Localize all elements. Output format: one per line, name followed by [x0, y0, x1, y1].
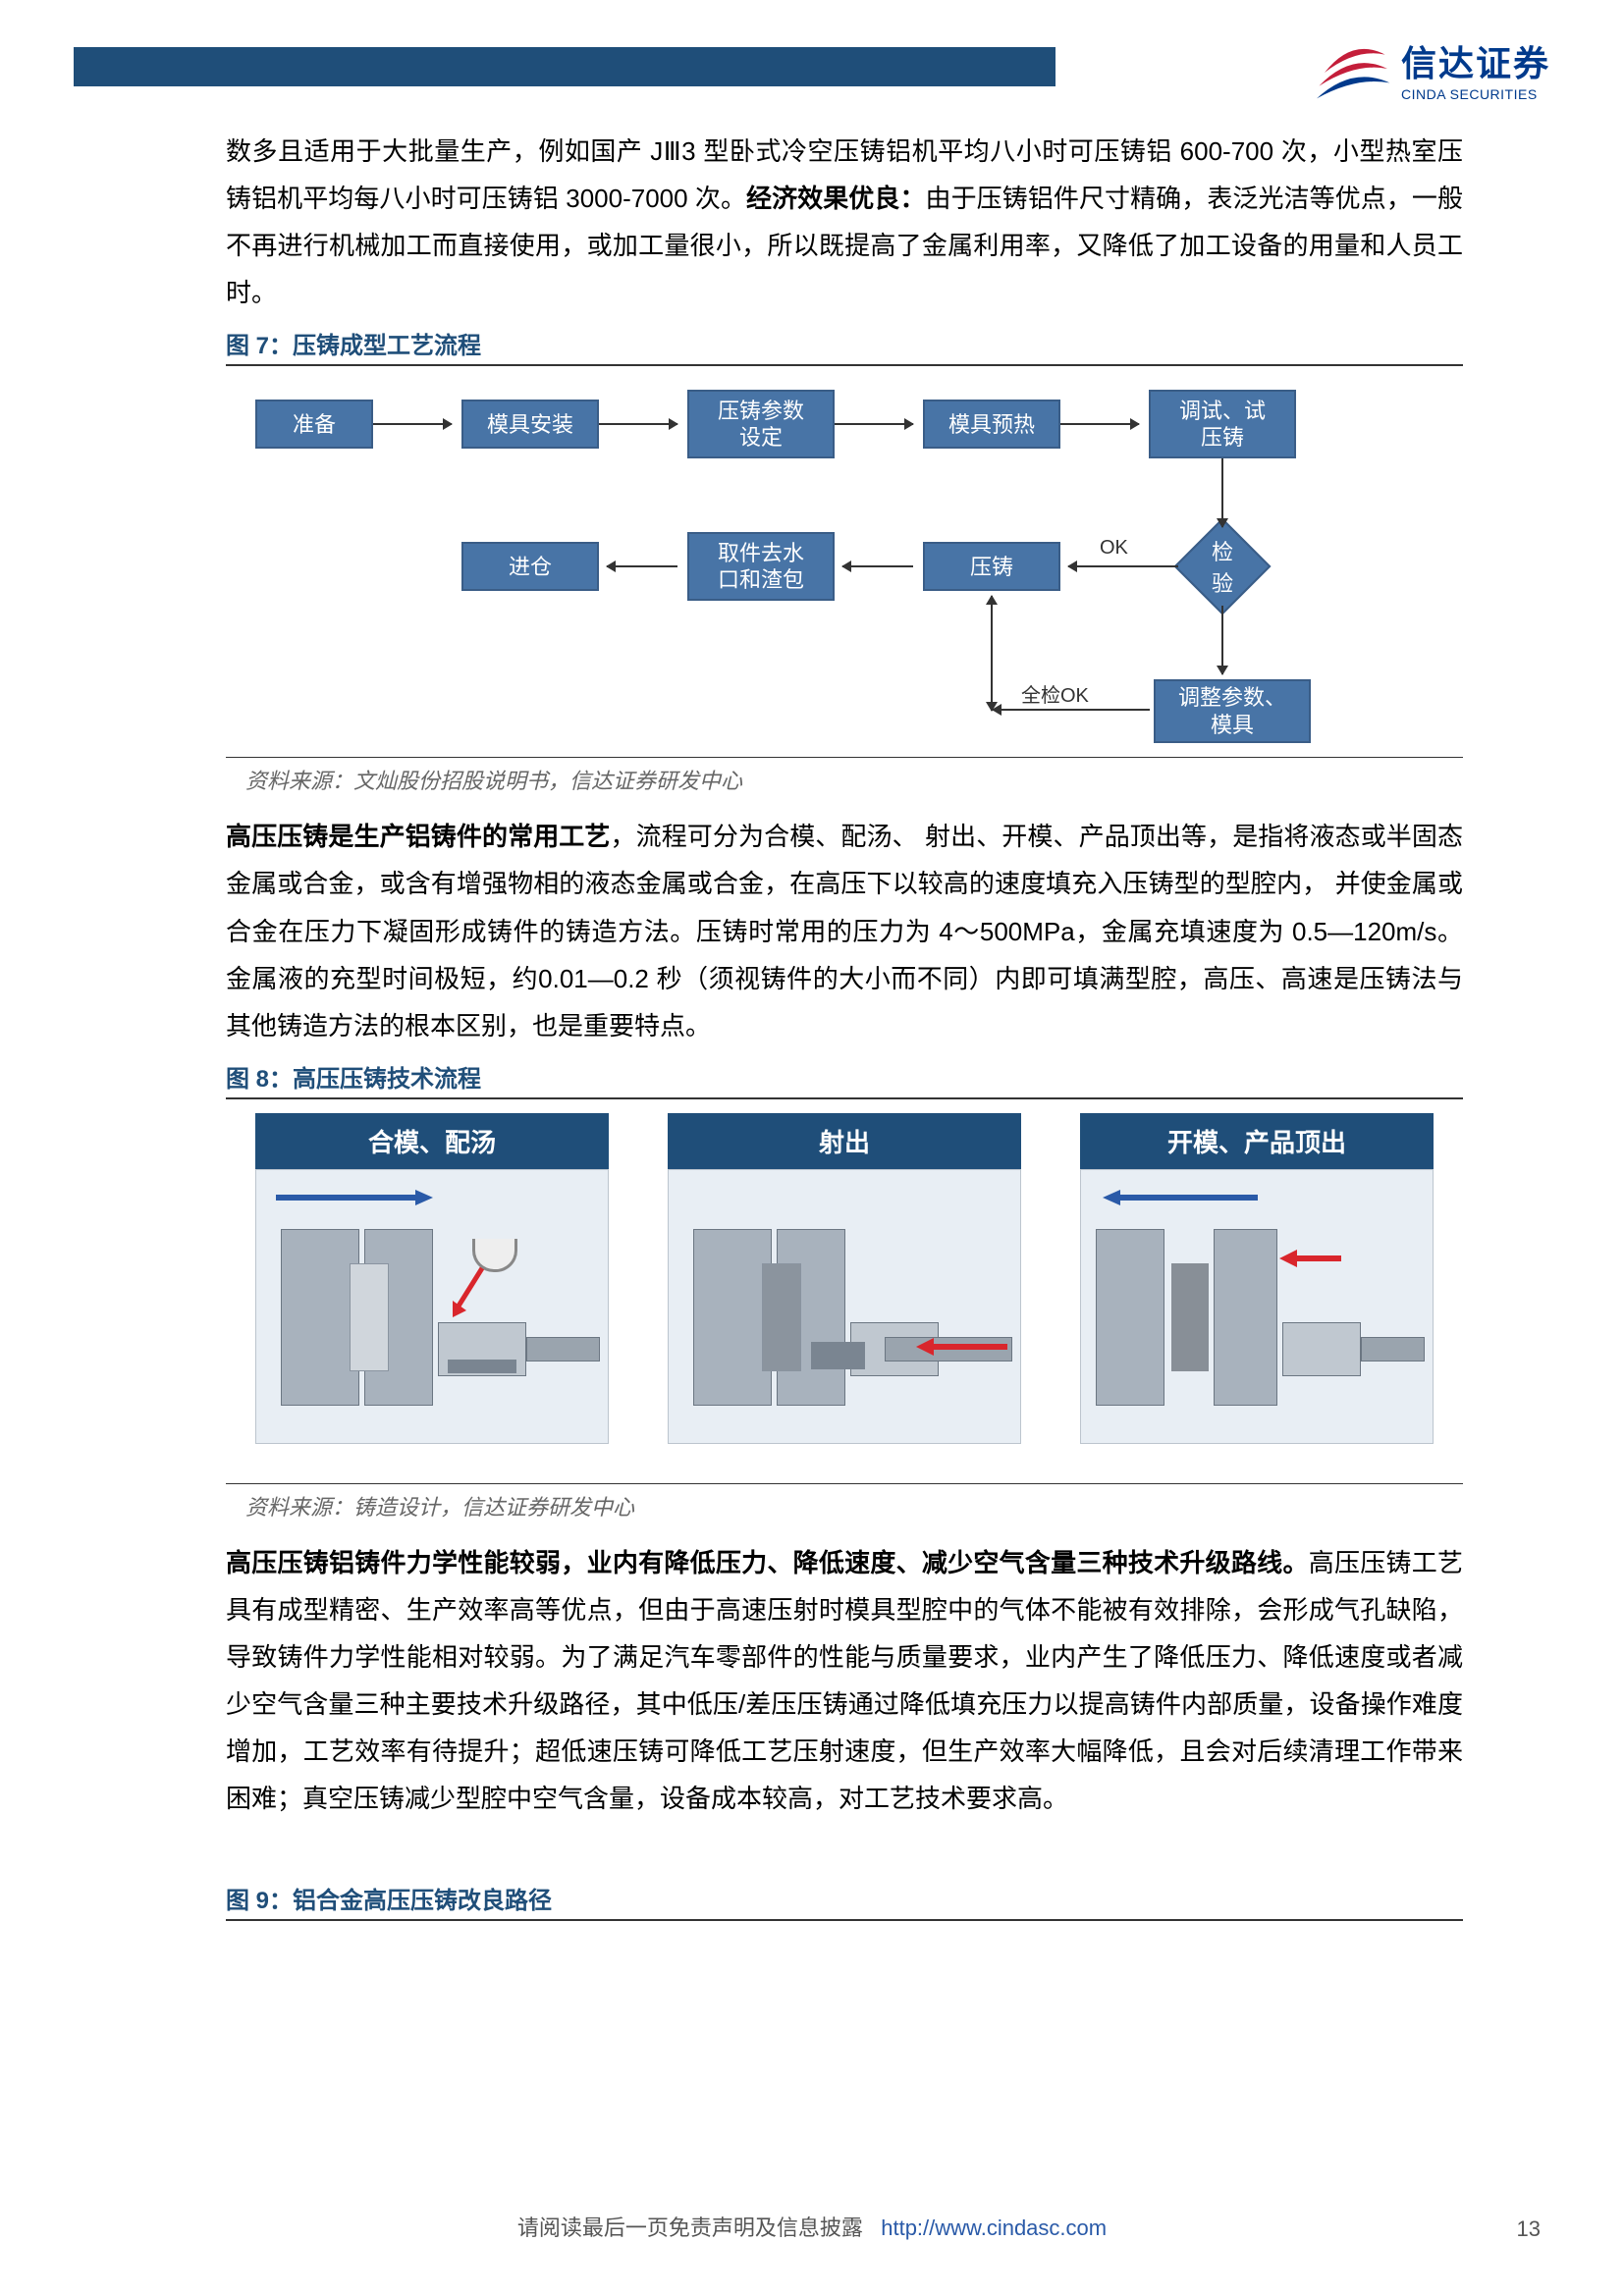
para3-text: 高压压铸工艺具有成型精密、生产效率高等优点，但由于高速压射时模具型腔中的气体不能…	[226, 1548, 1463, 1813]
fig7-flowchart: 准备 模具安装 压铸参数 设定 模具预热 调试、试 压铸 检 验 压铸 取件去水…	[226, 380, 1463, 753]
fc-node-mold-install: 模具安装	[461, 400, 599, 449]
blue-out-arrow-icon	[1101, 1188, 1258, 1207]
stage-1: 合模、配汤	[255, 1113, 609, 1444]
stage1-body	[255, 1169, 609, 1444]
red-inject-arrow-icon	[914, 1332, 1012, 1362]
para1-bold: 经济效果优良：	[746, 184, 926, 213]
stage1-head: 合模、配汤	[255, 1113, 609, 1169]
logo-text-cn: 信达证券	[1401, 35, 1550, 86]
para3-bold: 高压压铸铝铸件力学性能较弱，业内有降低压力、降低速度、减少空气含量三种技术升级路…	[226, 1548, 1309, 1577]
fc-node-preheat: 模具预热	[923, 400, 1060, 449]
stage2-body	[668, 1169, 1021, 1444]
fig8-source: 资料来源：铸造设计，信达证券研发中心	[226, 1483, 1463, 1522]
fc-label-fullok: 全检OK	[1021, 679, 1089, 708]
fc-node-prepare: 准备	[255, 400, 373, 449]
fig9-title: 图 9：铝合金高压压铸改良路径	[226, 1881, 552, 1915]
fc-arrow	[607, 565, 677, 567]
paragraph-2: 高压压铸是生产铝铸件的常用工艺，流程可分为合模、配汤、 射出、开模、产品顶出等，…	[226, 813, 1463, 1048]
stage3-head: 开模、产品顶出	[1080, 1113, 1434, 1169]
fig7-title-row: 图 7：压铸成型工艺流程	[226, 326, 1463, 366]
fc-node-inspect: 检 验	[1174, 518, 1272, 615]
fig8-title: 图 8：高压压铸技术流程	[226, 1059, 481, 1094]
fc-arrow	[373, 423, 452, 425]
fc-node-trial: 调试、试 压铸	[1149, 390, 1296, 458]
footer-disclaimer: 请阅读最后一页免责声明及信息披露	[517, 2216, 863, 2240]
fc-arrow	[993, 709, 1150, 711]
fc-arrow	[599, 423, 677, 425]
fig8-container: 合模、配汤 射出	[226, 1113, 1463, 1444]
stage3-body	[1080, 1169, 1434, 1444]
fc-arrow	[1060, 423, 1139, 425]
fc-node-adjust: 调整参数、 模具	[1154, 679, 1311, 743]
fc-arrow	[1068, 565, 1178, 567]
fc-label-ok: OK	[1100, 537, 1128, 560]
fc-node-param-set: 压铸参数 设定	[687, 390, 835, 458]
paragraph-1: 数多且适用于大批量生产，例如国产 JⅢ3 型卧式冷空压铸铝机平均八小时可压铸铝 …	[226, 128, 1463, 316]
stage-2: 射出	[668, 1113, 1021, 1444]
header-bar	[74, 47, 1056, 86]
stage2-head: 射出	[668, 1113, 1021, 1169]
red-eject-arrow-icon	[1277, 1244, 1346, 1273]
fc-arrow	[835, 423, 913, 425]
fig8-title-row: 图 8：高压压铸技术流程	[226, 1059, 1463, 1099]
para2-text: ，流程可分为合模、配汤、 射出、开模、产品顶出等，是指将液态或半固态金属或合金，…	[226, 822, 1463, 1040]
fc-node-store: 进仓	[461, 542, 599, 591]
logo-swoosh-icon	[1313, 29, 1391, 108]
page-content: 数多且适用于大批量生产，例如国产 JⅢ3 型卧式冷空压铸铝机平均八小时可压铸铝 …	[226, 128, 1463, 1927]
fc-arrow	[842, 565, 913, 567]
blue-in-arrow-icon	[276, 1188, 433, 1207]
footer: 请阅读最后一页免责声明及信息披露 http://www.cindasc.com	[0, 2211, 1624, 2242]
stage-3: 开模、产品顶出	[1080, 1113, 1434, 1444]
fig7-source: 资料来源：文灿股份招股说明书，信达证券研发中心	[226, 757, 1463, 795]
fc-node-cast: 压铸	[923, 542, 1060, 591]
fc-arrow	[1221, 458, 1223, 527]
fc-inspect-label: 检 验	[1212, 535, 1233, 598]
fig9-title-row: 图 9：铝合金高压压铸改良路径	[226, 1881, 1463, 1921]
para2-bold: 高压压铸是生产铝铸件的常用工艺	[226, 822, 611, 851]
fc-node-take: 取件去水 口和渣包	[687, 532, 835, 601]
logo-text-en: CINDA SECURITIES	[1401, 86, 1538, 102]
red-pour-arrow-icon	[443, 1263, 502, 1322]
fig7-title: 图 7：压铸成型工艺流程	[226, 326, 481, 360]
paragraph-3: 高压压铸铝铸件力学性能较弱，业内有降低压力、降低速度、减少空气含量三种技术升级路…	[226, 1539, 1463, 1823]
fc-arrow-line	[991, 596, 993, 711]
fc-arrow	[1221, 606, 1223, 674]
brand-logo: 信达证券 CINDA SECURITIES	[1313, 29, 1550, 108]
page-number: 13	[1517, 2216, 1541, 2242]
footer-link[interactable]: http://www.cindasc.com	[881, 2216, 1107, 2240]
